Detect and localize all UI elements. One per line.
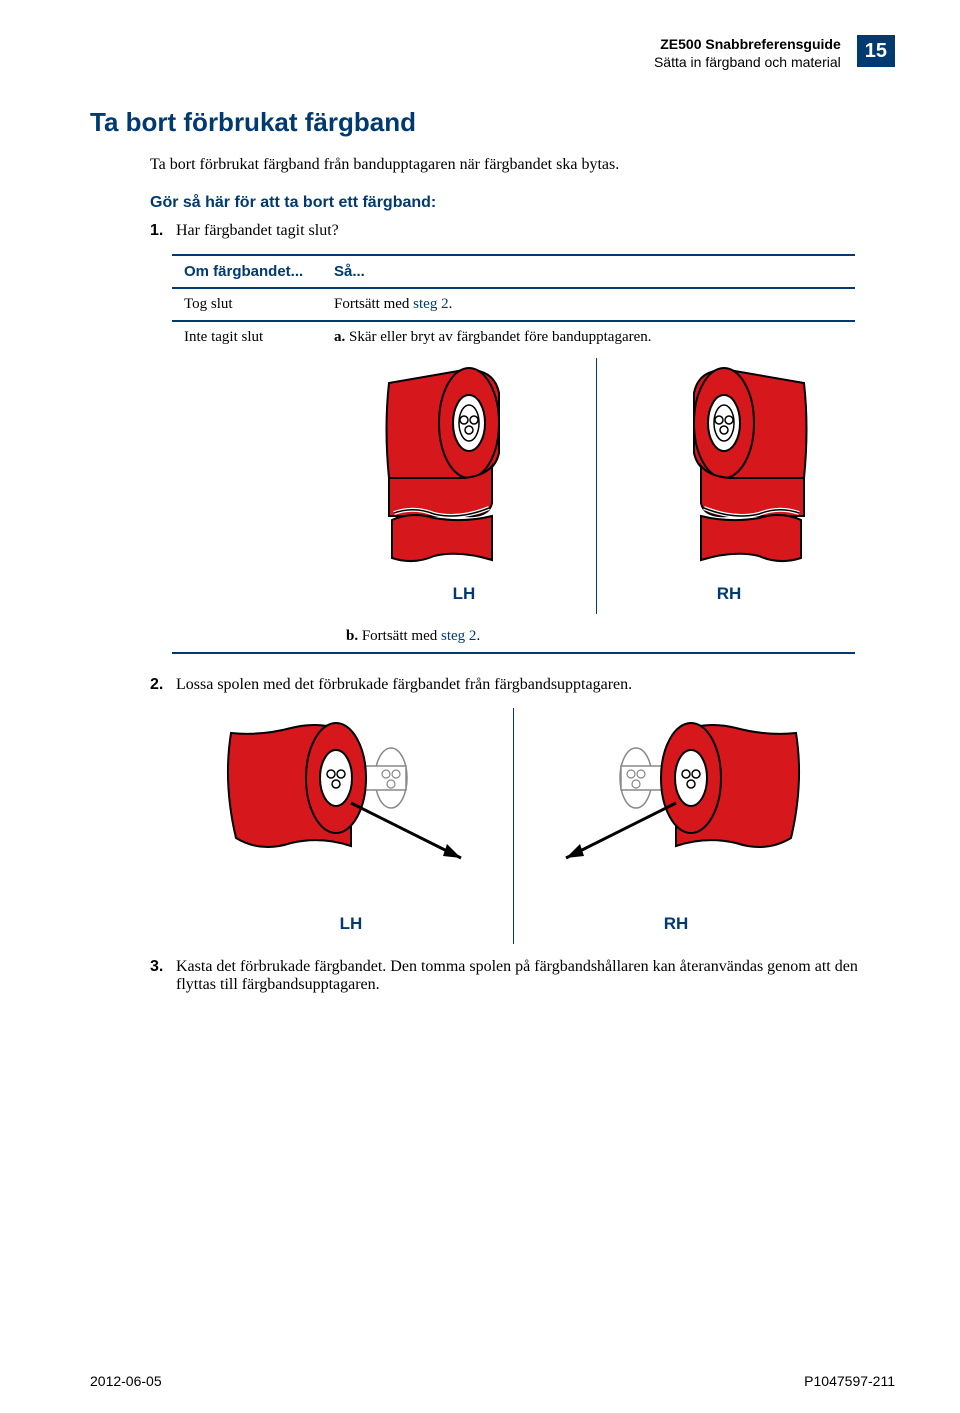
text: . [449, 296, 453, 312]
footer-date: 2012-06-05 [90, 1373, 162, 1389]
section-breadcrumb: Sätta in färgband och material [654, 54, 841, 70]
vertical-divider [596, 358, 597, 614]
page-number-badge: 15 [857, 35, 895, 67]
ribbon-removal-lh-icon [211, 708, 491, 908]
text: . [476, 628, 480, 644]
step-link[interactable]: steg 2 [413, 296, 448, 312]
page-footer: 2012-06-05 P1047597-211 [90, 1373, 895, 1389]
table-cell: Tog slut [172, 289, 322, 320]
step-2: 2. Lossa spolen med det förbrukade färgb… [150, 676, 895, 694]
doc-title: ZE500 Snabbreferensguide [660, 36, 841, 52]
table-header-right: Så... [322, 256, 855, 287]
substep-text: Skär eller bryt av färgbandet före bandu… [349, 329, 652, 345]
step-text: Kasta det förbrukade färgbandet. Den tom… [176, 958, 895, 994]
table-header-left: Om färgbandet... [172, 256, 322, 287]
table-cell: Fortsätt med steg 2. [322, 289, 855, 320]
substep-label: b. [346, 628, 358, 644]
ribbon-removal-rh-icon [536, 708, 816, 908]
step-number: 3. [150, 958, 168, 994]
step-link[interactable]: steg 2 [441, 628, 476, 644]
decision-table: Om färgbandet... Så... Tog slut Fortsätt… [172, 254, 855, 654]
ribbon-roll-rh-icon [629, 358, 829, 578]
text: Fortsätt med [362, 628, 441, 644]
ribbon-roll-lh-icon [364, 358, 564, 578]
intro-text: Ta bort förbrukat färgband från banduppt… [150, 156, 895, 174]
text: Fortsätt med [334, 296, 413, 312]
illustration-row-1: LH [334, 358, 859, 614]
lh-label: LH [334, 584, 594, 604]
step-number: 1. [150, 222, 168, 240]
procedure-heading: Gör så här för att ta bort ett färgband: [150, 194, 895, 212]
step-text: Har färgbandet tagit slut? [176, 222, 339, 240]
rh-label: RH [516, 914, 836, 934]
footer-docnum: P1047597-211 [804, 1373, 895, 1389]
substep-label: a. [334, 329, 345, 345]
step-number: 2. [150, 676, 168, 694]
illustration-row-2: LH [172, 708, 855, 944]
step-3: 3. Kasta det förbrukade färgbandet. Den … [150, 958, 895, 994]
step-text: Lossa spolen med det förbrukade färgband… [176, 676, 632, 694]
table-cell: a. Skär eller bryt av färgbandet före ba… [322, 322, 871, 652]
step-1: 1. Har färgbandet tagit slut? [150, 222, 895, 240]
section-title: Ta bort förbrukat färgband [90, 107, 895, 138]
page-header: ZE500 Snabbreferensguide Sätta in färgba… [90, 35, 895, 71]
lh-label: LH [191, 914, 511, 934]
table-cell: Inte tagit slut [172, 322, 322, 652]
rh-label: RH [599, 584, 859, 604]
vertical-divider [513, 708, 514, 944]
